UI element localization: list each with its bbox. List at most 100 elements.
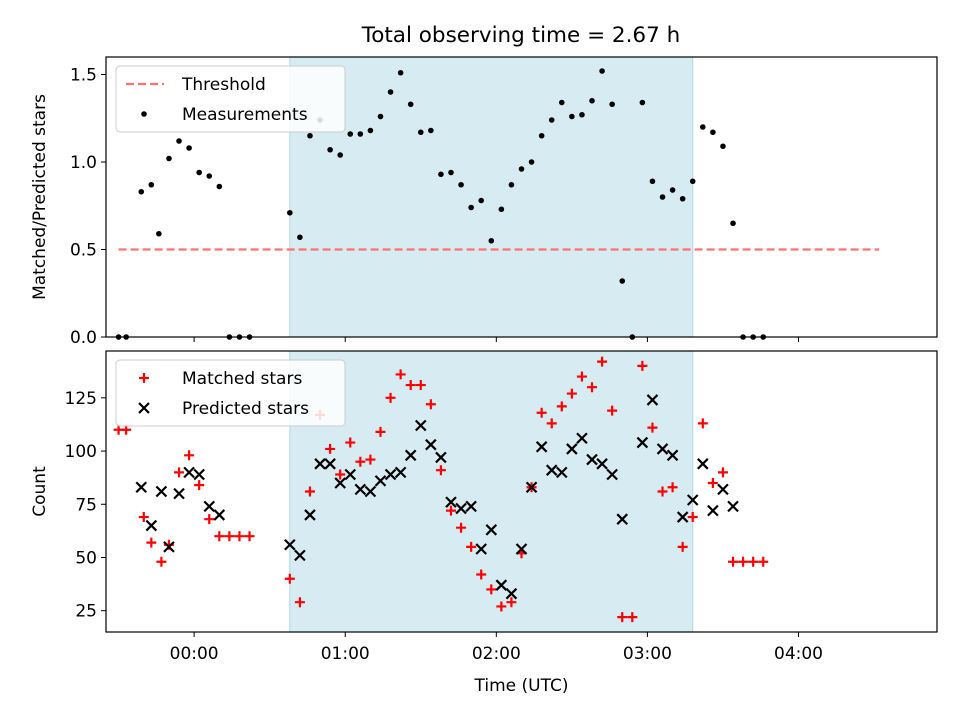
matched-stars-point (146, 537, 157, 548)
predicted-stars-point (505, 587, 518, 600)
predicted-stars-point (606, 468, 618, 481)
measurement-point (548, 117, 555, 123)
measurement-point (468, 204, 474, 211)
matched-stars-point (657, 486, 668, 497)
matched-stars-point (385, 392, 396, 403)
measurement-point (498, 206, 505, 213)
ratio-ytick-label: 1.5 (70, 66, 97, 86)
predicted-stars-point (334, 477, 346, 489)
measurement-point (508, 181, 515, 188)
matched-stars-point (677, 541, 688, 552)
measurement-point (669, 187, 676, 193)
matched-stars-point (647, 422, 658, 433)
measurement-point (589, 97, 595, 104)
matched-stars-point (204, 514, 215, 525)
predicted-stars-point (666, 449, 679, 462)
matched-stars-point (627, 612, 638, 623)
count-ytick-label: 50 (75, 548, 97, 568)
count-legend (115, 359, 346, 427)
matched-stars-point (617, 612, 628, 623)
measurement-point (377, 113, 384, 120)
measurement-point (337, 152, 343, 158)
matched-stars-point (667, 482, 678, 493)
ratio-plot-frame (105, 56, 938, 338)
measurement-point (569, 113, 575, 120)
measurement-point (357, 131, 364, 137)
measurement-point (407, 101, 414, 108)
predicted-stars-point (155, 485, 168, 498)
predicted-stars-point (646, 394, 659, 406)
matched-stars-point (395, 369, 406, 380)
predicted-stars-point (384, 468, 397, 481)
matched-stars-point (184, 450, 195, 461)
predicted-stars-point (525, 481, 538, 494)
measurement-point (700, 124, 706, 130)
predicted-stars-point (435, 451, 447, 464)
predicted-stars-point (135, 481, 148, 494)
predicted-stars-point (183, 466, 195, 479)
predicted-stars-point (193, 468, 205, 481)
matched-stars-point (607, 405, 618, 416)
predicted-stars-point (173, 487, 185, 500)
ratio-panel: 0.0 0.5 1.0 1.5 Matched/Predicted stars Thres… (30, 56, 938, 348)
measurement-point (619, 278, 626, 284)
measurement-point (347, 131, 354, 137)
chart-title: Total observing time = 2.67 h (361, 23, 681, 48)
xlabel: Time (UTC) (474, 676, 569, 696)
measurement-point (216, 183, 223, 190)
predicted-stars-point (304, 509, 316, 521)
matched-stars-point (738, 556, 749, 567)
measurement-point (679, 195, 686, 202)
measurement-point (417, 129, 424, 136)
measurement-point (720, 143, 726, 150)
matched-stars-point (345, 437, 356, 448)
matched-stars-point (284, 573, 295, 584)
matched-stars-point (486, 584, 497, 595)
matched-stars-point (587, 382, 598, 393)
predicted-stars-point (445, 496, 457, 508)
predicted-stars-point (163, 541, 175, 553)
measurement-point (730, 220, 736, 227)
predicted-stars-point (686, 494, 699, 506)
predicted-stars-point (616, 513, 629, 525)
measurement-point (599, 68, 605, 74)
predicted-stars-point (364, 485, 377, 498)
predicted-stars-point (294, 549, 306, 562)
predicted-stars-point (414, 419, 427, 432)
measurement-point (488, 237, 495, 244)
legend-measurements-label: Measurements (182, 105, 308, 125)
count-panel: 25 50 75 100 125 00:00 01:00 02:00 03:00 04:00 Cou… (30, 350, 938, 696)
measurement-point (327, 146, 333, 153)
measurement-point (196, 169, 202, 176)
matched-stars-point (576, 371, 587, 382)
predicted-stars-point (697, 458, 709, 470)
matched-stars-point (717, 467, 728, 478)
measurement-point (659, 194, 666, 200)
matched-stars-point (244, 531, 255, 542)
matched-stars-point (637, 360, 648, 371)
ratio-ytick-label: 0.5 (70, 241, 97, 261)
measurement-point (397, 69, 404, 76)
legend-matched-stars-swatch (139, 373, 149, 383)
count-ytick-label: 100 (65, 442, 97, 462)
measurement-point (609, 101, 615, 108)
matched-stars-point (365, 454, 376, 465)
predicted-stars-point (455, 502, 467, 515)
matched-stars-point (456, 522, 467, 533)
measurement-point (307, 132, 313, 139)
matched-stars-point (425, 399, 436, 410)
matched-stars-point (405, 380, 416, 391)
predicted-stars-point (717, 483, 729, 496)
predicted-stars-point (495, 579, 508, 591)
predicted-stars-point (485, 524, 498, 536)
predicted-stars-point (324, 458, 336, 470)
ratio-ytick-label: 0.0 (70, 328, 97, 348)
measurement-point (186, 145, 192, 151)
matched-stars-point (138, 512, 149, 523)
measurement-point (176, 138, 182, 144)
measurement-point (367, 127, 374, 134)
measurement-point (428, 127, 434, 134)
matched-stars-point (375, 426, 386, 437)
predicted-stars-point (556, 466, 568, 479)
